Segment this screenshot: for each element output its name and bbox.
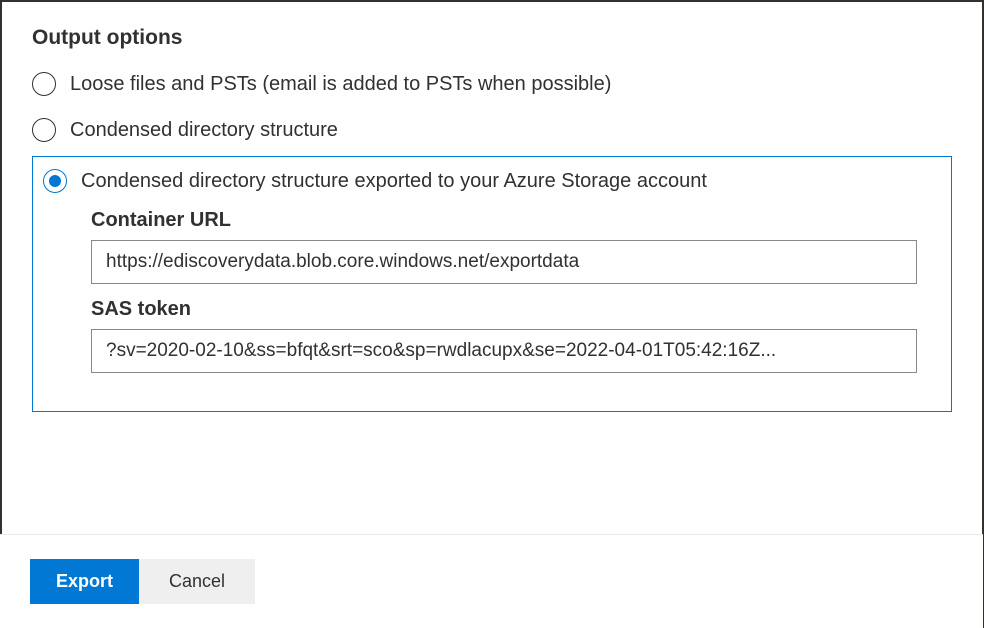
export-button[interactable]: Export	[30, 559, 139, 604]
sas-token-label: SAS token	[91, 298, 941, 321]
radio-option-condensed[interactable]: Condensed directory structure	[32, 116, 952, 144]
radio-circle-icon	[32, 118, 56, 142]
radio-option-loose-files[interactable]: Loose files and PSTs (email is added to …	[32, 70, 952, 98]
selected-option-box: Condensed directory structure exported t…	[32, 156, 952, 412]
section-title: Output options	[32, 26, 952, 50]
radio-label: Condensed directory structure	[70, 119, 338, 142]
sas-token-field-group: SAS token	[91, 298, 941, 373]
radio-label: Condensed directory structure exported t…	[81, 170, 707, 193]
container-url-label: Container URL	[91, 209, 941, 232]
radio-circle-selected-icon	[43, 169, 67, 193]
sas-token-input[interactable]	[91, 329, 917, 373]
radio-option-azure-storage[interactable]: Condensed directory structure exported t…	[43, 167, 941, 195]
container-url-field-group: Container URL	[91, 209, 941, 284]
radio-inner-dot-icon	[49, 175, 61, 187]
footer-actions: Export Cancel	[0, 534, 983, 628]
cancel-button[interactable]: Cancel	[139, 559, 255, 604]
container-url-input[interactable]	[91, 240, 917, 284]
radio-circle-icon	[32, 72, 56, 96]
radio-label: Loose files and PSTs (email is added to …	[70, 73, 611, 96]
